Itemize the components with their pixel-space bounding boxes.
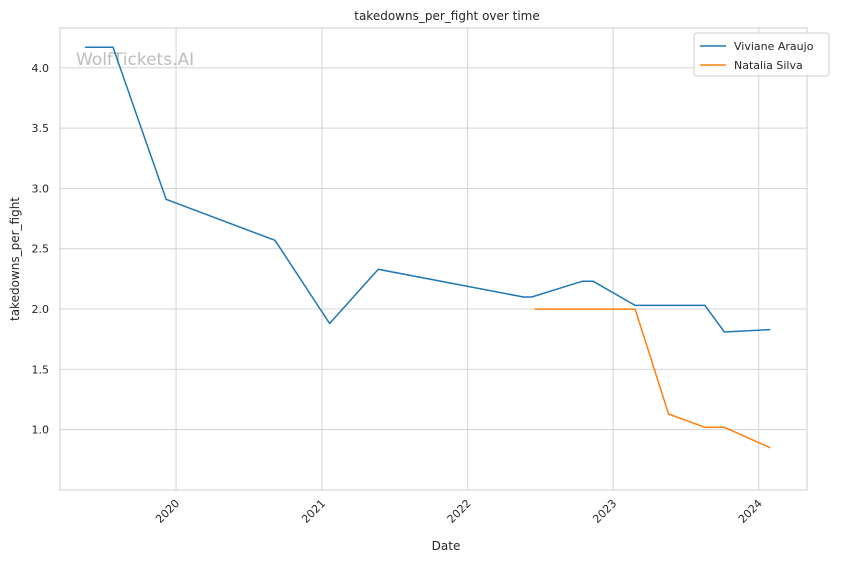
y-tick-label: 1.0 bbox=[32, 424, 50, 437]
legend-label-viviane-araujo: Viviane Araujo bbox=[734, 40, 814, 53]
grid-lines bbox=[60, 28, 807, 490]
legend: Viviane Araujo Natalia Silva bbox=[693, 32, 830, 77]
y-axis-label: takedowns_per_fight bbox=[8, 197, 22, 321]
series-line-natalia-silva bbox=[534, 308, 771, 449]
y-tick-label: 1.5 bbox=[32, 363, 50, 376]
x-axis-label: Date bbox=[432, 539, 461, 553]
chart-title: takedowns_per_fight over time bbox=[354, 9, 540, 23]
legend-label-natalia-silva: Natalia Silva bbox=[734, 59, 803, 72]
series-line-viviane-araujo bbox=[85, 46, 771, 333]
watermark: WolfTickets.AI bbox=[76, 50, 194, 70]
y-tick-label: 3.5 bbox=[32, 122, 50, 135]
y-tick-label: 2.0 bbox=[32, 303, 50, 316]
y-tick-label: 3.0 bbox=[32, 182, 50, 195]
legend-box bbox=[693, 32, 830, 77]
y-tick-label: 2.5 bbox=[32, 243, 50, 256]
plot-frame bbox=[59, 27, 808, 491]
series-lines bbox=[85, 46, 771, 449]
y-tick-label: 4.0 bbox=[32, 62, 50, 75]
y-tick-labels: 1.0 1.5 2.0 2.5 3.0 3.5 4.0 bbox=[32, 62, 50, 437]
